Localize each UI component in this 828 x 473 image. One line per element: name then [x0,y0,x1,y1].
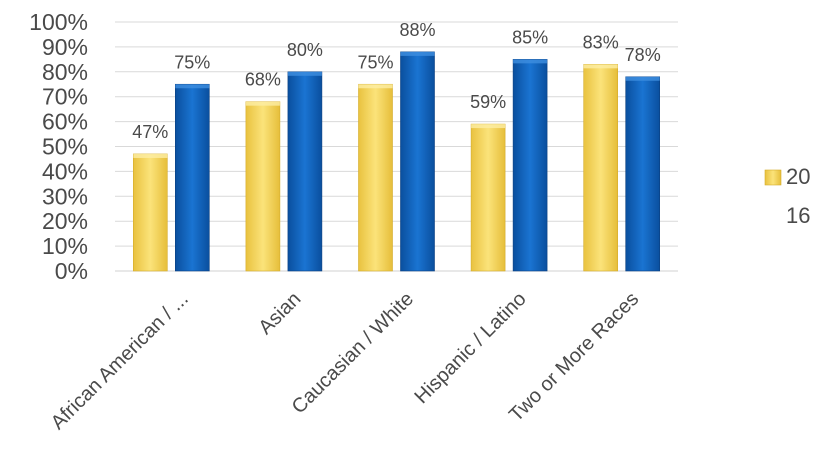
bar [400,51,435,272]
y-tick-label: 10% [42,233,88,259]
y-tick-label: 50% [42,134,88,160]
bar [358,83,393,272]
data-label: 75% [357,52,393,72]
bar [287,71,323,272]
data-label: 78% [625,45,661,65]
category-label: Caucasian / White [288,288,418,418]
y-tick-label: 20% [42,208,88,234]
y-tick-label: 100% [29,9,88,35]
bar [470,123,506,272]
data-labels: 47% 75% 68% 80% 75% 88% 59% 85% 83% 78% [132,20,660,142]
data-label: 85% [512,27,548,47]
legend-swatch [764,169,782,186]
category-label: Two or More Races [505,288,643,426]
data-label: 68% [245,70,281,90]
y-tick-label: 30% [42,183,88,209]
bar [583,64,619,272]
y-axis-ticks: 0%10%20%30%40%50%60%70%80%90%100% [29,9,88,284]
data-label: 59% [470,92,506,112]
bar-top-highlight [471,124,506,129]
data-label: 80% [287,40,323,60]
data-label: 88% [399,20,435,40]
bar [175,83,210,272]
bar-top-highlight [583,64,618,69]
bar-top-highlight [133,153,168,158]
bar-top-highlight [358,84,393,89]
data-label: 47% [132,122,168,142]
y-tick-label: 40% [42,158,88,184]
bar-top-highlight [625,76,660,81]
bar [512,59,548,272]
legend-label: 20 [786,164,810,189]
bar-top-highlight [175,84,210,89]
bars [133,51,661,272]
bar-top-highlight [513,59,548,64]
bar [625,76,661,272]
data-label: 83% [583,32,619,52]
category-label: Hispanic / Latino [411,288,531,408]
category-label: Asian [255,288,306,339]
bar-top-highlight [400,51,435,56]
legend-label: 16 [786,203,810,228]
y-tick-label: 80% [42,59,88,85]
data-label: 75% [174,52,210,72]
y-tick-label: 0% [55,258,88,284]
y-tick-label: 60% [42,109,88,135]
y-tick-label: 70% [42,84,88,110]
bar [245,101,281,272]
bar-top-highlight [287,71,322,76]
bar [133,153,168,272]
category-label: African American / ... [47,288,193,434]
y-tick-label: 90% [42,34,88,60]
bar-top-highlight [245,101,280,106]
